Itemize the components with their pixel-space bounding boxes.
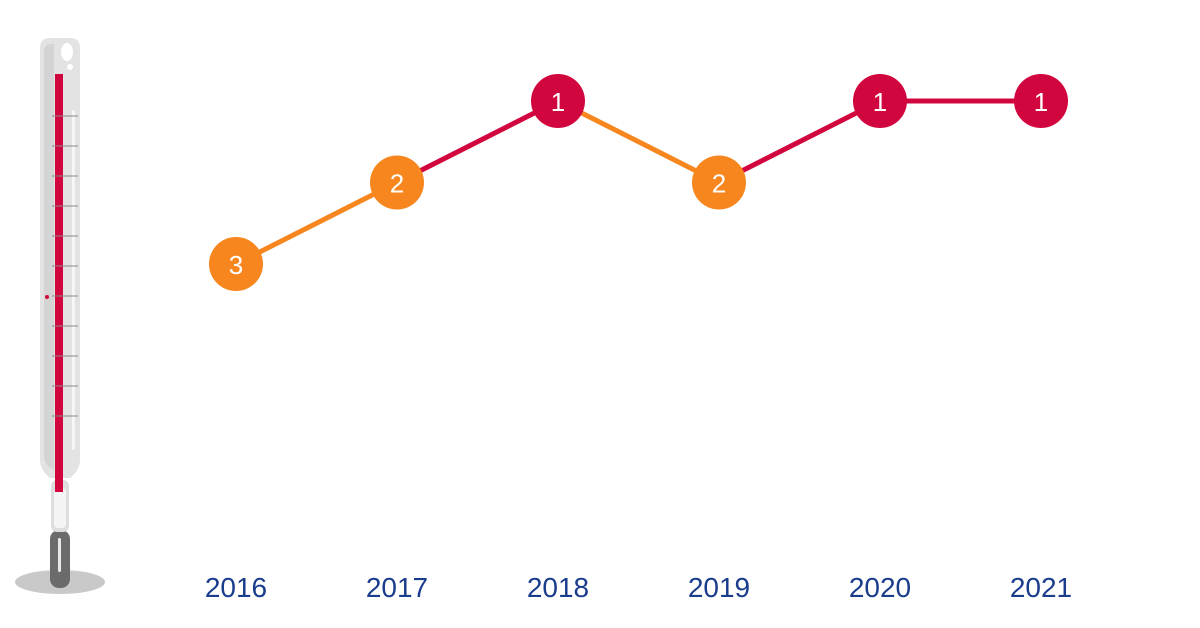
x-axis: 2016 2017 2018 2019 2020 2021 [205, 572, 1072, 603]
data-point: 3 [209, 237, 263, 291]
data-label: 1 [873, 87, 887, 117]
line-segment [555, 98, 722, 185]
x-tick-label: 2017 [366, 572, 428, 603]
data-label: 1 [551, 87, 565, 117]
data-point-marker [531, 74, 585, 128]
data-point: 1 [853, 74, 907, 128]
data-points: 3 2 1 2 1 1 [209, 74, 1068, 291]
data-point-marker [853, 74, 907, 128]
data-point: 1 [531, 74, 585, 128]
data-point-marker [370, 155, 424, 210]
data-point-marker [209, 237, 263, 291]
x-tick-label: 2021 [1010, 572, 1072, 603]
series-line [233, 98, 1044, 267]
data-label: 2 [390, 169, 404, 199]
x-tick-label: 2018 [527, 572, 589, 603]
x-tick-label: 2019 [688, 572, 750, 603]
data-point-marker [692, 155, 746, 210]
data-label: 3 [229, 250, 243, 280]
data-point: 2 [370, 155, 424, 210]
data-label: 2 [712, 169, 726, 199]
data-point-marker [1014, 74, 1068, 128]
line-segment [233, 180, 400, 267]
x-tick-label: 2020 [849, 572, 911, 603]
line-segment [716, 98, 883, 185]
data-label: 1 [1034, 87, 1048, 117]
data-point: 2 [692, 155, 746, 210]
thermometer-icon [15, 38, 105, 594]
x-tick-label: 2016 [205, 572, 267, 603]
data-point: 1 [1014, 74, 1068, 128]
line-segment [394, 98, 561, 185]
